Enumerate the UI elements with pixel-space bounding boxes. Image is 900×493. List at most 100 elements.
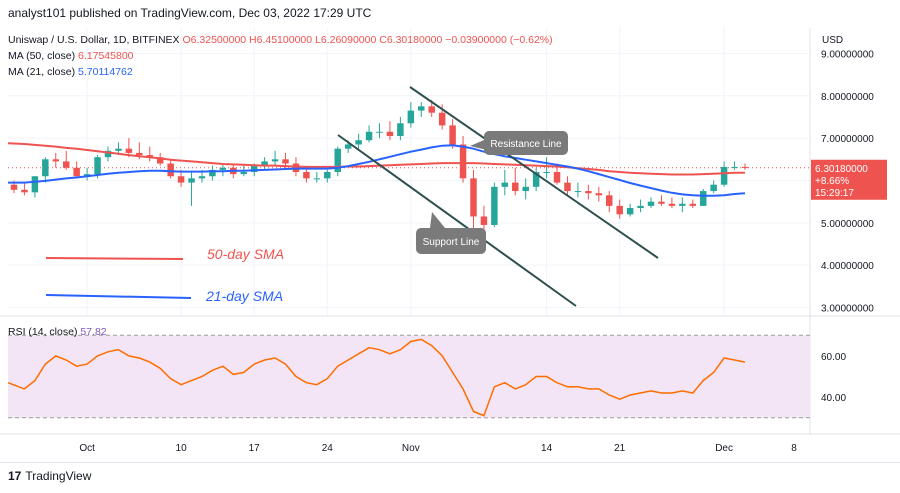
chart-area[interactable]: Resistance Line Support Line 50-day SMA … [0, 28, 900, 462]
candle-body [574, 191, 582, 193]
candle[interactable] [31, 176, 39, 198]
tradingview-brand: TradingView [25, 469, 92, 483]
sma50-legend-line [45, 257, 184, 260]
time-tick-label: 8 [791, 443, 797, 454]
candle[interactable] [365, 125, 373, 143]
candle[interactable] [564, 176, 571, 196]
candle[interactable] [741, 163, 749, 170]
candle-body [209, 169, 216, 177]
candle-body [198, 176, 206, 179]
candle[interactable] [219, 163, 227, 177]
candle[interactable] [710, 180, 717, 194]
candle[interactable] [658, 195, 665, 206]
candle[interactable] [62, 150, 70, 170]
candle[interactable] [42, 157, 49, 183]
candle[interactable] [626, 203, 634, 217]
candle[interactable] [501, 169, 509, 196]
candle[interactable] [146, 146, 153, 162]
candle-body [616, 205, 623, 215]
candle[interactable] [699, 188, 707, 206]
candle-body [668, 203, 676, 206]
candle[interactable] [647, 197, 655, 208]
candle-body [83, 174, 91, 177]
candle[interactable] [73, 161, 80, 179]
candle[interactable] [125, 138, 133, 158]
candle[interactable] [177, 169, 185, 187]
candle[interactable] [522, 178, 529, 200]
candle[interactable] [731, 161, 738, 170]
candle[interactable] [397, 116, 404, 141]
support-trendline[interactable] [337, 134, 577, 307]
candle[interactable] [480, 205, 488, 234]
candle[interactable] [689, 199, 697, 208]
candle-body [167, 163, 174, 177]
candle[interactable] [21, 182, 28, 196]
candle[interactable] [313, 172, 321, 183]
candle-body [240, 172, 247, 175]
ma21-label: MA (21, close) [8, 66, 76, 78]
candle-body [585, 191, 592, 194]
candle[interactable] [585, 184, 592, 200]
candle[interactable] [459, 136, 467, 183]
candle[interactable] [167, 159, 174, 179]
candle-body [282, 159, 289, 164]
rsi-band [8, 335, 810, 418]
footer: 17 TradingView [0, 462, 900, 493]
legend-ma50: MA (50, close) 6.17545800 [8, 50, 134, 62]
candle[interactable] [407, 102, 415, 128]
candle-body [595, 193, 603, 196]
candle[interactable] [574, 182, 582, 198]
candle[interactable] [606, 191, 613, 213]
candle-body [250, 165, 258, 172]
sma21-annotation: 21-day SMA [205, 288, 283, 304]
candle[interactable] [679, 197, 686, 213]
candle[interactable] [616, 199, 623, 219]
price-tick-label: 8.00000000 [821, 92, 874, 103]
legend-main: Uniswap / U.S. Dollar, 1D, BITFINEX O6.3… [8, 34, 553, 46]
ma50-value: 6.17545800 [78, 50, 134, 62]
price-tick-label: 3.00000000 [821, 304, 874, 315]
candle[interactable] [376, 123, 383, 139]
support-callout-tail [430, 212, 445, 228]
trend-lines [45, 86, 659, 307]
price-tick-label: 5.00000000 [821, 219, 874, 230]
candle[interactable] [418, 102, 425, 117]
candle[interactable] [104, 146, 112, 162]
candle[interactable] [83, 167, 91, 181]
candle-body [512, 182, 519, 192]
candle-body [679, 203, 686, 206]
candle[interactable] [543, 157, 550, 179]
candle[interactable] [491, 182, 498, 228]
candle[interactable] [334, 146, 341, 177]
candle[interactable] [637, 199, 644, 213]
candle-body [689, 203, 697, 206]
currency-label: USD [822, 35, 843, 46]
time-axis: Oct 10 17 24 Nov 14 21 Dec 8 [79, 443, 797, 454]
last-price-badge-bg [811, 159, 887, 200]
candle[interactable] [470, 169, 477, 230]
candle-body [136, 152, 143, 156]
candle[interactable] [355, 133, 362, 149]
candle[interactable] [595, 186, 603, 202]
candle[interactable] [209, 165, 216, 181]
rsi-value: 57.82 [80, 326, 107, 338]
candle[interactable] [188, 172, 195, 206]
candle[interactable] [512, 167, 519, 196]
candle[interactable] [386, 121, 394, 141]
candle[interactable] [449, 119, 456, 149]
candle-body [501, 182, 509, 187]
candle-body [407, 110, 415, 124]
candle[interactable] [668, 197, 676, 208]
candle[interactable] [261, 157, 268, 170]
candle[interactable] [324, 169, 331, 183]
candle-body [365, 131, 373, 141]
candle-body [177, 176, 185, 183]
candle-body [543, 172, 550, 173]
resistance-trendline[interactable] [409, 86, 659, 259]
candle[interactable] [532, 167, 540, 192]
candle[interactable] [271, 150, 279, 166]
candle-body [376, 131, 383, 133]
candle[interactable] [52, 152, 60, 168]
candle-body [355, 140, 362, 145]
tradingview-logo[interactable]: 17 TradingView [8, 469, 91, 483]
